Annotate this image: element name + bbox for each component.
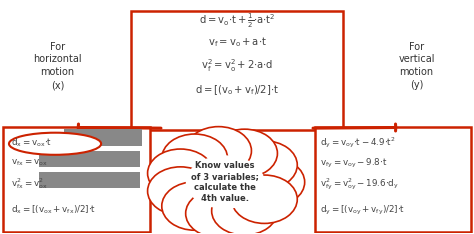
Text: $\mathregular{d = v_o{\cdot}t + \frac{1}{2}{\cdot}a{\cdot}t^2}$: $\mathregular{d = v_o{\cdot}t + \frac{1}… <box>199 11 275 30</box>
FancyBboxPatch shape <box>38 172 140 188</box>
Ellipse shape <box>162 182 228 230</box>
Text: For
vertical
motion
(y): For vertical motion (y) <box>398 42 435 90</box>
Ellipse shape <box>231 175 297 223</box>
Ellipse shape <box>231 141 297 189</box>
Ellipse shape <box>186 155 264 209</box>
Ellipse shape <box>186 189 251 234</box>
Ellipse shape <box>212 129 277 178</box>
Text: $\mathregular{d_y = v_{oy}{\cdot}t - 4.9{\cdot}t^2}$: $\mathregular{d_y = v_{oy}{\cdot}t - 4.9… <box>319 135 395 150</box>
Text: $\mathregular{d = [(v_o + v_f)/2]{\cdot}t}$: $\mathregular{d = [(v_o + v_f)/2]{\cdot}… <box>195 83 279 97</box>
Text: $\mathregular{v_{fy} = v_{oy} - 9.8{\cdot}t}$: $\mathregular{v_{fy} = v_{oy} - 9.8{\cdo… <box>319 157 387 170</box>
Text: $\mathregular{v_{fy}^2 = v_{oy}^2 - 19.6{\cdot}d_y}$: $\mathregular{v_{fy}^2 = v_{oy}^2 - 19.6… <box>319 176 399 192</box>
Ellipse shape <box>147 167 213 215</box>
Text: $\mathregular{v_{fx}^2 = v_{ox}^2}$: $\mathregular{v_{fx}^2 = v_{ox}^2}$ <box>11 176 47 191</box>
Text: Know values
of 3 variables;
calculate the
4th value.: Know values of 3 variables; calculate th… <box>191 161 259 203</box>
FancyBboxPatch shape <box>131 11 343 130</box>
Ellipse shape <box>147 149 213 197</box>
Ellipse shape <box>212 187 277 234</box>
Ellipse shape <box>9 133 101 155</box>
Text: $\mathregular{d_x = [(v_{ox}+v_{fx})/2]{\cdot}t}$: $\mathregular{d_x = [(v_{ox}+v_{fx})/2]{… <box>11 204 96 216</box>
FancyBboxPatch shape <box>64 129 143 146</box>
Text: $\mathregular{v_f = v_o + a{\cdot}t}$: $\mathregular{v_f = v_o + a{\cdot}t}$ <box>208 36 266 49</box>
Ellipse shape <box>186 127 251 175</box>
Text: $\mathregular{v_{fx} = v_{ox}}$: $\mathregular{v_{fx} = v_{ox}}$ <box>11 158 47 168</box>
Ellipse shape <box>239 158 305 206</box>
Text: $\mathregular{d_y = [(v_{oy}+v_{fy})/2]{\cdot}t}$: $\mathregular{d_y = [(v_{oy}+v_{fy})/2]{… <box>319 204 405 217</box>
Text: For
horizontal
motion
(x): For horizontal motion (x) <box>33 42 82 90</box>
FancyBboxPatch shape <box>315 128 471 232</box>
Text: $\mathregular{d_x = v_{ox}{\cdot}t}$: $\mathregular{d_x = v_{ox}{\cdot}t}$ <box>11 136 52 149</box>
Ellipse shape <box>162 134 228 183</box>
FancyBboxPatch shape <box>3 128 150 232</box>
FancyBboxPatch shape <box>38 151 140 167</box>
Text: $\mathregular{v_f^2 = v_o^2 + 2{\cdot}a{\cdot}d}$: $\mathregular{v_f^2 = v_o^2 + 2{\cdot}a{… <box>201 57 273 74</box>
